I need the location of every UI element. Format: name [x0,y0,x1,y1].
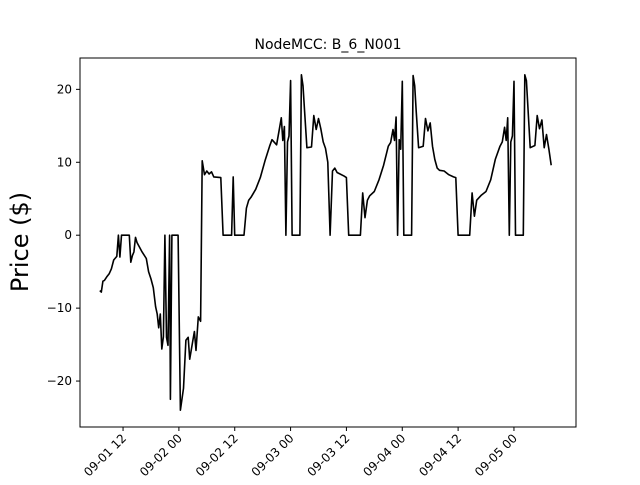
y-tick-label: −10 [47,301,72,315]
y-axis-label: Price ($) [6,192,34,292]
y-tick-label: 20 [57,82,72,96]
axes-frame [79,57,577,428]
chart-title: NodeMCC: B_6_N001 [254,37,401,53]
y-tick-label: −20 [47,374,72,388]
price-series-line [99,74,552,411]
y-tick-label: 10 [57,155,72,169]
y-tick-label: 0 [64,228,72,242]
